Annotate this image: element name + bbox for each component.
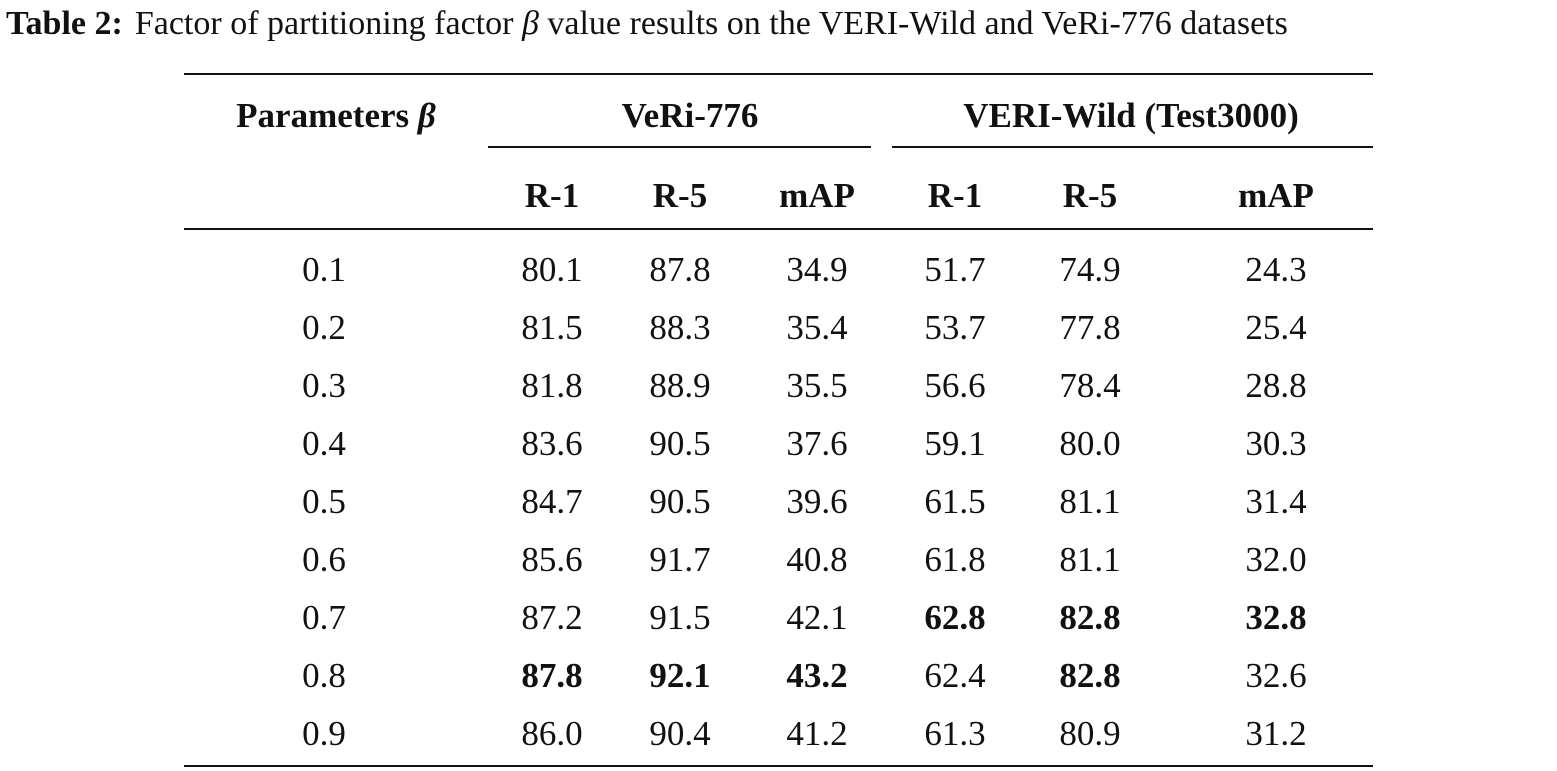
table-cell: 77.8 — [1059, 308, 1121, 347]
column-header: mAP — [779, 176, 855, 215]
table-cell: 53.7 — [924, 308, 986, 347]
beta-value-cell: 0.3 — [302, 366, 346, 405]
table-cell: 28.8 — [1245, 366, 1307, 405]
table-cell: 87.2 — [521, 598, 583, 637]
table-cell: 90.5 — [649, 482, 711, 521]
column-header: R-1 — [927, 176, 983, 215]
header-parameters: Parameters β — [236, 94, 436, 138]
table-cell: 80.9 — [1059, 714, 1121, 753]
table-cell: 42.1 — [786, 598, 848, 637]
table-cell: 25.4 — [1245, 308, 1307, 347]
table-cell: 81.1 — [1059, 482, 1121, 521]
table-cell: 56.6 — [924, 366, 986, 405]
table-cell: 61.8 — [924, 540, 986, 579]
beta-value-cell: 0.6 — [302, 540, 346, 579]
table-cell: 82.8 — [1059, 598, 1121, 637]
table-cell: 61.3 — [924, 714, 986, 753]
column-header: R-5 — [652, 176, 708, 215]
table-cell: 86.0 — [521, 714, 583, 753]
table-cell: 31.2 — [1245, 714, 1307, 753]
table-cell: 88.9 — [649, 366, 711, 405]
caption-text-before: Factor of partitioning factor — [134, 5, 522, 42]
table-cell: 91.5 — [649, 598, 711, 637]
table-cell: 51.7 — [924, 250, 986, 289]
beta-value-cell: 0.2 — [302, 308, 346, 347]
group2-underline — [892, 146, 1373, 148]
table-cell: 41.2 — [786, 714, 848, 753]
table-cell: 32.0 — [1245, 540, 1307, 579]
table-cell: 87.8 — [521, 656, 583, 695]
table-cell: 80.0 — [1059, 424, 1121, 463]
column-header: mAP — [1238, 176, 1314, 215]
header-bottom-rule — [184, 228, 1373, 230]
caption-label: Table 2: — [6, 5, 123, 42]
table-cell: 24.3 — [1245, 250, 1307, 289]
table-cell: 83.6 — [521, 424, 583, 463]
table-cell: 84.7 — [521, 482, 583, 521]
table-cell: 78.4 — [1059, 366, 1121, 405]
beta-value-cell: 0.5 — [302, 482, 346, 521]
beta-value-cell: 0.4 — [302, 424, 346, 463]
table-cell: 34.9 — [786, 250, 848, 289]
header-group-veriwild: VERI-Wild (Test3000) — [963, 96, 1299, 135]
header-parameters-label: Parameters — [236, 96, 418, 135]
table-cell: 80.1 — [521, 250, 583, 289]
table-cell: 87.8 — [649, 250, 711, 289]
table-cell: 74.9 — [1059, 250, 1121, 289]
table-cell: 62.8 — [924, 598, 986, 637]
table-cell: 62.4 — [924, 656, 986, 695]
table-cell: 30.3 — [1245, 424, 1307, 463]
caption-text-after: value results on the VERI-Wild and VeRi-… — [538, 5, 1288, 42]
table-cell: 81.5 — [521, 308, 583, 347]
beta-value-cell: 0.8 — [302, 656, 346, 695]
header-beta-symbol: β — [417, 96, 436, 135]
column-header: R-1 — [524, 176, 580, 215]
table-top-rule — [184, 73, 1373, 75]
table-cell: 91.7 — [649, 540, 711, 579]
table-cell: 39.6 — [786, 482, 848, 521]
table-cell: 40.8 — [786, 540, 848, 579]
caption-beta-symbol: β — [521, 5, 539, 42]
table-cell: 35.4 — [786, 308, 848, 347]
beta-value-cell: 0.9 — [302, 714, 346, 753]
table-cell: 59.1 — [924, 424, 986, 463]
table-cell: 31.4 — [1245, 482, 1307, 521]
table-cell: 43.2 — [786, 656, 848, 695]
table-cell: 90.4 — [649, 714, 711, 753]
table-cell: 32.6 — [1245, 656, 1307, 695]
table-cell: 35.5 — [786, 366, 848, 405]
table-cell: 37.6 — [786, 424, 848, 463]
table-cell: 82.8 — [1059, 656, 1121, 695]
table-cell: 61.5 — [924, 482, 986, 521]
table-cell: 81.1 — [1059, 540, 1121, 579]
table-cell: 92.1 — [649, 656, 711, 695]
header-group-veri776: VeRi-776 — [621, 96, 759, 135]
table-caption: Table 2: Factor of partitioning factor β … — [6, 2, 1288, 46]
table-cell: 81.8 — [521, 366, 583, 405]
beta-value-cell: 0.1 — [302, 250, 346, 289]
table-cell: 32.8 — [1245, 598, 1307, 637]
group1-underline — [488, 146, 871, 148]
table-bottom-rule — [184, 765, 1373, 767]
column-header: R-5 — [1062, 176, 1118, 215]
table-cell: 85.6 — [521, 540, 583, 579]
table-cell: 88.3 — [649, 308, 711, 347]
beta-value-cell: 0.7 — [302, 598, 346, 637]
table-cell: 90.5 — [649, 424, 711, 463]
